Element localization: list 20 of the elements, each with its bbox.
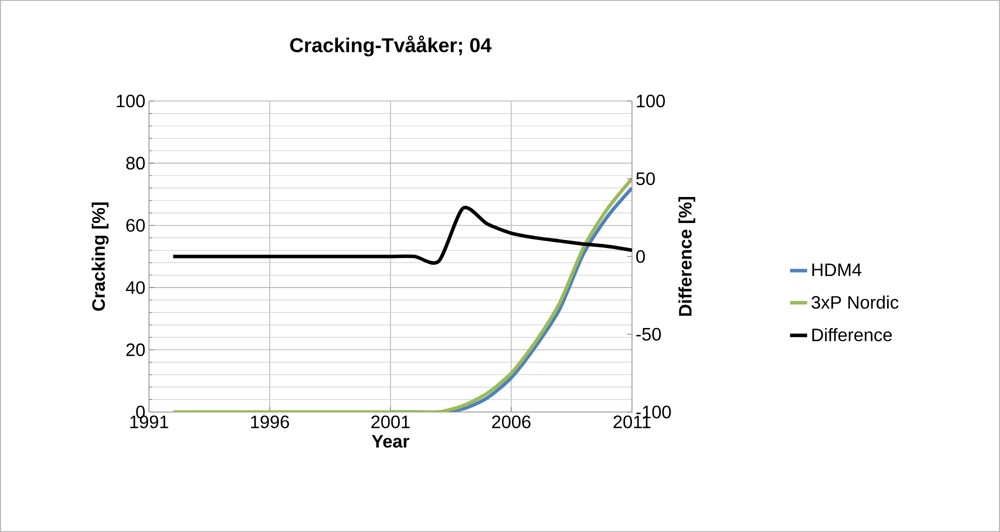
legend-label: Difference — [812, 328, 892, 342]
y-tick-label: 60 — [126, 219, 145, 232]
x-tick-label: 2006 — [492, 416, 530, 428]
y2-tick-label: -50 — [636, 328, 661, 341]
x-axis-title: Year — [372, 435, 410, 448]
x-tick-label: 1996 — [251, 416, 289, 428]
y-tick-label: 20 — [126, 343, 145, 356]
legend-label: HDM4 — [812, 264, 862, 276]
legend-label: 3xP Nordic — [812, 296, 898, 309]
line-series — [171, 176, 632, 412]
y-tick-label: 100 — [116, 94, 145, 108]
y2-tick-label: 50 — [636, 172, 655, 186]
chart-title: Cracking-Tvååker; 04 — [290, 36, 492, 56]
y-tick-label: 40 — [126, 281, 145, 294]
y2-tick-label: 100 — [636, 94, 665, 108]
x-tick-label: 2001 — [371, 416, 410, 428]
y2-tick-label: 0 — [636, 250, 645, 263]
y2-axis-title: Difference [%] — [678, 197, 696, 316]
y-axis-title: Cracking [%] — [92, 202, 109, 311]
y-tick-label: 80 — [126, 156, 145, 170]
